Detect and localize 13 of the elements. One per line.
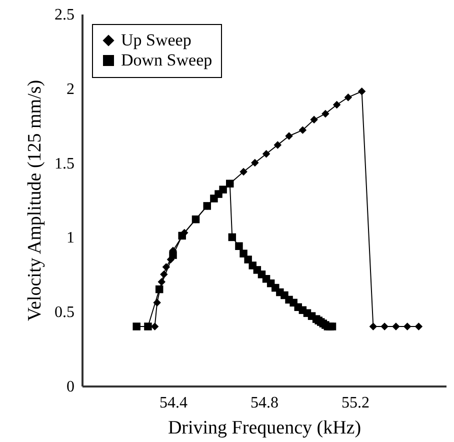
x-tick-label: 54.8 <box>250 394 278 412</box>
legend-label: Up Sweep <box>121 30 192 50</box>
y-tick-label: 2 <box>66 80 74 98</box>
legend-label: Down Sweep <box>121 50 212 70</box>
x-axis-title: Driving Frequency (kHz) <box>168 418 362 438</box>
y-tick-label: 0 <box>66 378 74 396</box>
y-tick-label: 1 <box>66 230 74 247</box>
y-tick-label: 2.5 <box>54 6 74 24</box>
y-tick-label: 0.5 <box>54 304 74 322</box>
y-axis-title: Velocity Amplitude (125 mm/s) <box>24 80 46 322</box>
y-tick-label: 1.5 <box>54 155 74 172</box>
x-tick-label: 55.2 <box>342 394 370 412</box>
x-tick-label: 54.4 <box>160 394 188 412</box>
